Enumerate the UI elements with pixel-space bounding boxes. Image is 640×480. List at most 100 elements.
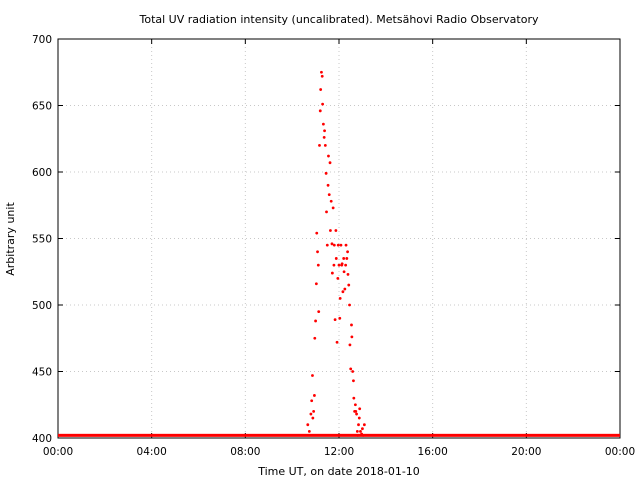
y-tick-label: 400 xyxy=(32,433,52,445)
data-point xyxy=(335,340,339,344)
data-point xyxy=(346,273,350,276)
data-point xyxy=(332,263,336,267)
x-tick-label: 08:00 xyxy=(230,446,260,458)
data-point xyxy=(320,70,323,74)
data-point xyxy=(311,416,315,420)
x-tick-label: 20:00 xyxy=(511,446,541,458)
x-tick-label: 04:00 xyxy=(137,446,167,458)
x-tick-label: 16:00 xyxy=(418,446,448,458)
data-point xyxy=(307,429,311,433)
data-point xyxy=(317,310,321,314)
data-point xyxy=(344,263,348,267)
data-point xyxy=(339,243,343,247)
data-point xyxy=(352,379,355,383)
data-point xyxy=(330,242,334,246)
data-point xyxy=(357,416,361,420)
data-point xyxy=(323,144,327,147)
y-tick-label: 450 xyxy=(32,367,52,379)
data-point xyxy=(326,183,330,187)
data-point xyxy=(329,229,332,232)
data-point xyxy=(343,287,347,291)
data-point xyxy=(337,263,341,267)
data-point xyxy=(352,396,356,400)
data-point xyxy=(349,367,353,371)
chart-title: Total UV radiation intensity (uncalibrat… xyxy=(139,13,539,26)
data-point xyxy=(313,336,317,340)
x-axis: 00:00 04:00 08:00 12:00 16:00 20:00 00:00 xyxy=(43,39,635,458)
data-point xyxy=(314,319,317,323)
data-point xyxy=(309,412,313,416)
data-point xyxy=(310,399,314,403)
grid-lines xyxy=(58,39,620,438)
x-tick-label: 00:00 xyxy=(605,446,635,458)
data-point xyxy=(347,283,351,287)
data-point xyxy=(359,429,362,433)
data-point xyxy=(325,243,329,247)
data-point xyxy=(345,257,349,260)
data-point xyxy=(316,250,319,254)
data-point xyxy=(346,250,349,254)
data-point xyxy=(322,136,326,139)
data-point xyxy=(348,343,352,347)
data-point xyxy=(336,243,340,247)
data-point xyxy=(332,243,336,247)
data-point xyxy=(314,282,318,286)
data-point xyxy=(325,210,328,214)
data-point xyxy=(334,229,338,232)
data-point xyxy=(338,316,342,320)
data-point xyxy=(358,407,362,411)
data-point xyxy=(348,303,351,307)
data-point xyxy=(319,88,323,91)
y-axis: 400 450 500 550 600 650 700 xyxy=(32,34,620,445)
data-point xyxy=(306,423,310,427)
data-point xyxy=(320,74,324,78)
data-point xyxy=(318,144,321,147)
data-point xyxy=(361,427,364,431)
y-tick-label: 650 xyxy=(32,101,52,113)
data-point xyxy=(312,410,316,413)
data-point xyxy=(328,161,332,165)
baseline-points xyxy=(58,433,620,437)
data-point xyxy=(340,262,344,266)
data-point xyxy=(362,423,366,427)
data-point xyxy=(334,257,338,260)
data-point xyxy=(355,429,359,433)
data-point xyxy=(330,271,334,275)
data-point xyxy=(316,263,320,267)
data-point xyxy=(327,193,331,197)
data-point xyxy=(355,412,358,416)
data-point xyxy=(353,403,357,407)
data-point xyxy=(336,277,340,280)
data-point xyxy=(321,102,325,106)
y-tick-label: 600 xyxy=(32,167,52,179)
data-point xyxy=(324,171,328,175)
data-point xyxy=(350,335,354,339)
data-point xyxy=(321,122,325,126)
data-point xyxy=(351,370,355,373)
data-point xyxy=(329,199,333,203)
data-points xyxy=(58,70,620,437)
data-point xyxy=(350,323,353,327)
data-point xyxy=(357,423,360,427)
data-point xyxy=(342,257,346,260)
x-tick-label: 00:00 xyxy=(43,446,73,458)
data-point xyxy=(342,270,346,274)
x-tick-label: 12:00 xyxy=(324,446,354,458)
y-tick-label: 500 xyxy=(32,300,52,312)
data-point xyxy=(331,206,335,210)
x-axis-label: Time UT, on date 2018-01-10 xyxy=(257,465,420,478)
data-point xyxy=(315,231,319,235)
y-tick-label: 700 xyxy=(32,34,52,46)
data-point xyxy=(323,129,326,133)
y-axis-label: Arbitrary unit xyxy=(4,202,17,276)
y-tick-label: 550 xyxy=(32,234,52,246)
data-point xyxy=(318,109,322,113)
data-point xyxy=(341,290,345,294)
data-point xyxy=(313,394,316,397)
data-point xyxy=(361,433,365,437)
data-point xyxy=(333,318,337,322)
data-point xyxy=(327,154,330,158)
data-point xyxy=(338,296,342,300)
data-point xyxy=(354,410,358,413)
